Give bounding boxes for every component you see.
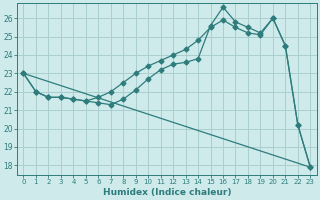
X-axis label: Humidex (Indice chaleur): Humidex (Indice chaleur) [103,188,231,197]
